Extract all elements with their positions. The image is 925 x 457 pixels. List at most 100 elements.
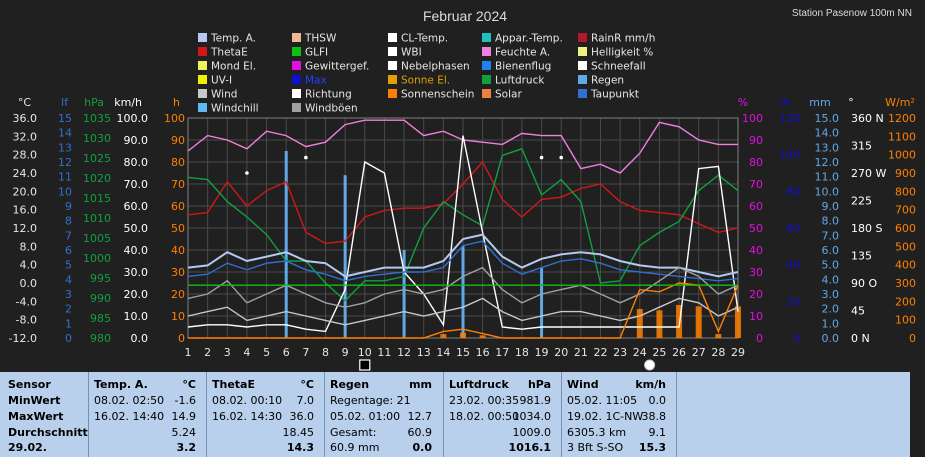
table-row-label: 29.02. <box>8 441 47 454</box>
axis-label-wm2: W/m² <box>885 96 915 109</box>
axis-tick-lf: 2 <box>65 303 72 316</box>
axis-tick-lf: 13 <box>58 141 72 154</box>
legend-swatch <box>388 61 397 70</box>
legend-swatch <box>482 89 491 98</box>
table-header-unit: hPa <box>527 378 551 391</box>
axis-tick-kmh: 100.0 <box>117 112 149 125</box>
table-cell-value: 36.0 <box>289 410 315 423</box>
table-cell-date: Gesamt: <box>330 426 377 439</box>
table-cell-value: 1034.0 <box>512 410 552 423</box>
axis-tick-pct: 70 <box>749 178 763 191</box>
x-tick-label: 17 <box>495 346 509 359</box>
table-cell-date: 18.02. 00:50 <box>449 410 520 423</box>
x-tick-label: 22 <box>594 346 608 359</box>
axis-tick-lf: 10 <box>58 185 72 198</box>
axis-label-hpa: hPa <box>84 96 104 109</box>
table-header: ThetaE <box>212 378 255 391</box>
axis-tick-rh: 60 <box>786 222 800 235</box>
legend-swatch <box>482 47 491 56</box>
legend-swatch <box>198 75 207 84</box>
x-tick-label: 20 <box>554 346 568 359</box>
axis-tick-mm: 13.0 <box>815 141 840 154</box>
axis-tick-mm: 9.0 <box>822 200 840 213</box>
legend-label: Taupunkt <box>590 89 639 101</box>
axis-tick-wm2: 900 <box>895 167 916 180</box>
axis-tick-rh: 20 <box>786 295 800 308</box>
sunshine-bar <box>735 306 741 338</box>
axis-tick-lf: 0 <box>65 332 72 345</box>
axis-tick-pct: 80 <box>749 156 763 169</box>
legend-label: Solar <box>495 89 522 101</box>
table-cell-value: 0.0 <box>648 394 667 407</box>
axis-tick-wm2: 1100 <box>888 130 916 143</box>
axis-tick-deg: 0 N <box>851 332 870 345</box>
axis-tick-hpa: 1035 <box>83 112 111 125</box>
axis-tick-kmh: 80.0 <box>124 156 149 169</box>
axis-tick-h: 20 <box>171 288 185 301</box>
axis-tick-lf: 9 <box>65 200 72 213</box>
full-moon-icon <box>644 359 656 371</box>
axes: 1 2 3 4 5 6 7 8 9 10 11 12 13 14 15 16 17 18 19 20 21 22 23 24 2… <box>9 96 916 371</box>
legend-swatch <box>578 89 587 98</box>
legend-swatch <box>198 47 207 56</box>
x-tick-label: 9 <box>342 346 349 359</box>
series-line-pressure <box>187 147 739 302</box>
legend-swatch <box>292 89 301 98</box>
legend-label: GLFI <box>305 47 328 59</box>
axis-tick-celsius: 0.0 <box>20 277 38 290</box>
axis-tick-mm: 6.0 <box>822 244 840 257</box>
table-separator <box>88 372 89 457</box>
legend-label: THSW <box>304 33 337 45</box>
axis-tick-h: 0 <box>178 332 185 345</box>
axis-tick-lf: 4 <box>65 273 72 286</box>
sunshine-bar <box>676 305 683 338</box>
legend-label: Bienenflug <box>495 61 551 73</box>
axis-tick-kmh: 40.0 <box>124 244 149 257</box>
axis-tick-celsius: 28.0 <box>13 149 38 162</box>
axis-tick-pct: 30 <box>749 266 763 279</box>
x-tick-label: 3 <box>224 346 231 359</box>
legend-swatch <box>578 47 587 56</box>
axis-tick-mm: 0.0 <box>822 332 840 345</box>
legend-swatch <box>198 89 207 98</box>
x-tick-label: 24 <box>633 346 647 359</box>
legend-label: RainR mm/h <box>591 33 655 45</box>
axis-tick-pct: 20 <box>749 288 763 301</box>
legend-label: Windböen <box>305 103 358 115</box>
table-cell-date: 6305.3 km <box>567 426 627 439</box>
axis-tick-kmh: 70.0 <box>124 178 149 191</box>
snow-dot <box>304 155 308 160</box>
axis-tick-kmh: 20.0 <box>124 288 149 301</box>
axis-tick-celsius: 8.0 <box>20 240 38 253</box>
x-tick-label: 29 <box>731 346 745 359</box>
sunshine-bar <box>479 335 486 338</box>
axis-tick-wm2: 800 <box>895 185 916 198</box>
table-header: Luftdruck <box>449 378 509 391</box>
x-tick-label: 1 <box>185 346 192 359</box>
x-tick-label: 15 <box>456 346 470 359</box>
axis-tick-rh: 80 <box>786 185 800 198</box>
plot-area <box>187 117 741 339</box>
axis-tick-rh: 120 <box>779 112 800 125</box>
legend-label: WBI <box>401 47 422 59</box>
axis-tick-pct: 90 <box>749 134 763 147</box>
table-cell-value: 18.45 <box>282 426 315 439</box>
x-tick-label: 4 <box>243 346 250 359</box>
axis-tick-lf: 7 <box>65 229 72 242</box>
series-line-wind <box>187 297 739 326</box>
axis-tick-hpa: 1000 <box>83 252 111 265</box>
legend-swatch <box>388 33 397 42</box>
table-cell-value: 60.9 <box>407 426 433 439</box>
table-header: Wind <box>567 378 599 391</box>
table-cell-date: 05.02. 11:05 <box>567 394 638 407</box>
legend-swatch <box>578 61 587 70</box>
axis-tick-hpa: 1020 <box>83 172 111 185</box>
axis-tick-hpa: 1030 <box>83 132 111 145</box>
legend-label: Max <box>305 75 327 87</box>
axis-tick-pct: 10 <box>749 310 763 323</box>
legend-swatch <box>388 47 397 56</box>
series-line-dewpoint <box>187 240 739 282</box>
x-tick-label: 11 <box>377 346 391 359</box>
table-header: Regen <box>330 378 370 391</box>
table-cell-value: 14.3 <box>286 441 314 454</box>
